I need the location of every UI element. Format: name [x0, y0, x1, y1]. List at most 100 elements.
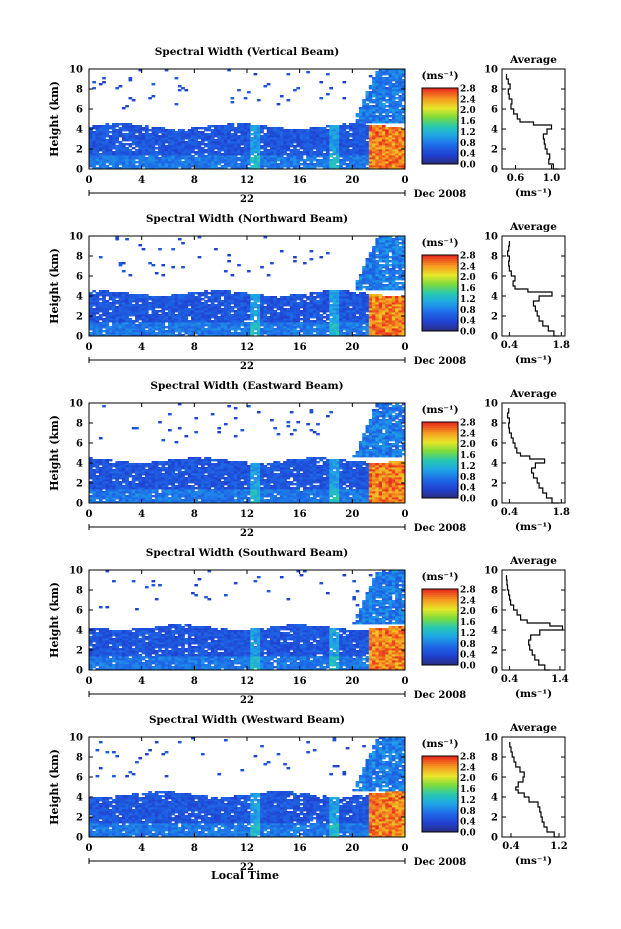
heatmap-cell	[395, 117, 399, 120]
heatmap-cell	[194, 300, 199, 303]
heatmap-cell	[263, 133, 268, 136]
heatmap-cell	[375, 330, 380, 333]
heatmap-cell	[381, 332, 386, 335]
heatmap-cell	[121, 149, 126, 152]
heatmap-cell	[164, 141, 169, 144]
heatmap-cell	[286, 73, 291, 76]
heatmap-cell	[217, 294, 222, 297]
heatmap-cell	[372, 320, 376, 323]
heatmap-cell	[358, 278, 363, 281]
heatmap-cell	[105, 483, 110, 486]
heatmap-cell	[112, 326, 116, 329]
colorbar-step	[422, 118, 458, 121]
heatmap-cell	[375, 159, 380, 162]
heatmap-cell	[388, 93, 393, 96]
heatmap-cell	[184, 330, 189, 333]
heatmap-cell	[316, 330, 320, 333]
heatmap-cell	[158, 302, 162, 305]
heatmap-cell	[309, 153, 314, 156]
heatmap-cell	[138, 294, 143, 297]
heatmap-cell	[319, 302, 324, 305]
heatmap-cell	[220, 334, 225, 337]
heatmap-cell	[365, 157, 370, 160]
heatmap-cell	[125, 105, 129, 108]
heatmap-cell	[365, 320, 370, 323]
heatmap-cell	[365, 145, 370, 148]
heatmap-cell	[256, 129, 261, 132]
heatmap-cell	[194, 312, 199, 315]
heatmap-cell	[217, 308, 222, 311]
heatmap-cell	[121, 302, 126, 305]
heatmap-cell	[293, 314, 297, 317]
heatmap-cell	[112, 292, 116, 295]
heatmap-cell	[240, 314, 245, 317]
heatmap-cell	[335, 149, 340, 152]
heatmap-cell	[92, 499, 96, 502]
colorbar-step	[422, 258, 458, 262]
heatmap-cell	[263, 296, 268, 299]
heatmap-cell	[125, 133, 129, 136]
colorbar-step	[422, 310, 458, 313]
heatmap-cell	[171, 153, 175, 156]
heatmap-cell	[174, 159, 179, 162]
heatmap-cell	[220, 141, 225, 144]
heatmap-cell	[283, 310, 287, 313]
heatmap-cell	[263, 161, 268, 164]
heatmap-cell	[332, 316, 337, 319]
heatmap-cell	[128, 143, 133, 146]
heatmap-cell	[227, 290, 231, 293]
heatmap-cell	[164, 318, 169, 321]
heatmap-cell	[187, 326, 192, 329]
heatmap-cell	[220, 326, 225, 329]
heatmap-cell	[345, 151, 350, 154]
heatmap-cell	[388, 165, 393, 168]
heatmap-cell	[296, 167, 301, 170]
heatmap-cell	[223, 135, 228, 138]
heatmap-cell	[302, 302, 307, 305]
heatmap-cell	[372, 125, 376, 128]
heatmap-cell	[233, 165, 238, 168]
heatmap-cell	[293, 312, 297, 315]
heatmap-cell	[184, 294, 189, 297]
heatmap-cell	[223, 310, 228, 313]
colorbar-step	[422, 120, 458, 123]
heatmap-cell	[279, 155, 284, 158]
heatmap-cell	[95, 463, 100, 466]
heatmap-cell	[391, 155, 396, 158]
heatmap-cell	[151, 145, 156, 148]
heatmap-cell	[378, 85, 383, 88]
heatmap-cell	[322, 328, 327, 331]
heatmap-cell	[355, 320, 360, 323]
heatmap-cell	[191, 320, 195, 323]
heatmap-cell	[131, 161, 136, 164]
heatmap-cell	[368, 125, 373, 128]
heatmap-cell	[105, 499, 110, 502]
heatmap-cell	[95, 322, 100, 325]
heatmap-cell	[391, 276, 396, 279]
heatmap-cell	[227, 133, 231, 136]
colorbar-step	[422, 129, 458, 133]
heatmap-cell	[223, 139, 228, 142]
heatmap-cell	[378, 286, 383, 289]
heatmap-cell	[398, 270, 403, 273]
heatmap-cell	[326, 161, 330, 164]
heatmap-cell	[253, 322, 258, 325]
heatmap-cell	[358, 125, 363, 128]
heatmap-cell	[306, 332, 310, 335]
heatmap-cell	[115, 167, 120, 170]
heatmap-cell	[194, 306, 199, 309]
heatmap-cell	[270, 320, 274, 323]
heatmap-cell	[355, 151, 360, 154]
heatmap-cell	[398, 89, 403, 92]
heatmap-cell	[217, 151, 222, 154]
heatmap-cell	[164, 155, 169, 158]
y-tick-label: 10	[69, 65, 83, 76]
heatmap-cell	[151, 139, 156, 142]
heatmap-cell	[368, 163, 373, 166]
heatmap-cell	[247, 141, 251, 144]
heatmap-cell	[217, 324, 222, 327]
heatmap-cell	[194, 332, 199, 335]
heatmap-cell	[329, 300, 333, 303]
heatmap-cell	[322, 135, 327, 138]
heatmap-cell	[286, 316, 291, 319]
